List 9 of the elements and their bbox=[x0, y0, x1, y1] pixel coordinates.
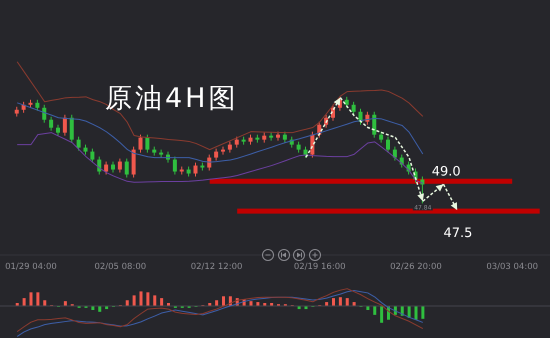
x-tick-label: 02/26 20:00 bbox=[390, 262, 442, 272]
x-tick-label: 03/03 04:00 bbox=[486, 262, 538, 272]
x-tick-label: 02/19 16:00 bbox=[294, 262, 346, 272]
x-tick-label: 02/12 12:00 bbox=[190, 262, 242, 272]
ref-line-label: 49.0 bbox=[432, 164, 461, 180]
x-tick-label: 02/05 08:00 bbox=[94, 262, 146, 272]
x-tick-label: 01/29 04:00 bbox=[5, 262, 57, 272]
ref-line-label: 47.5 bbox=[443, 226, 472, 242]
text: 原油4H图 bbox=[105, 82, 238, 116]
